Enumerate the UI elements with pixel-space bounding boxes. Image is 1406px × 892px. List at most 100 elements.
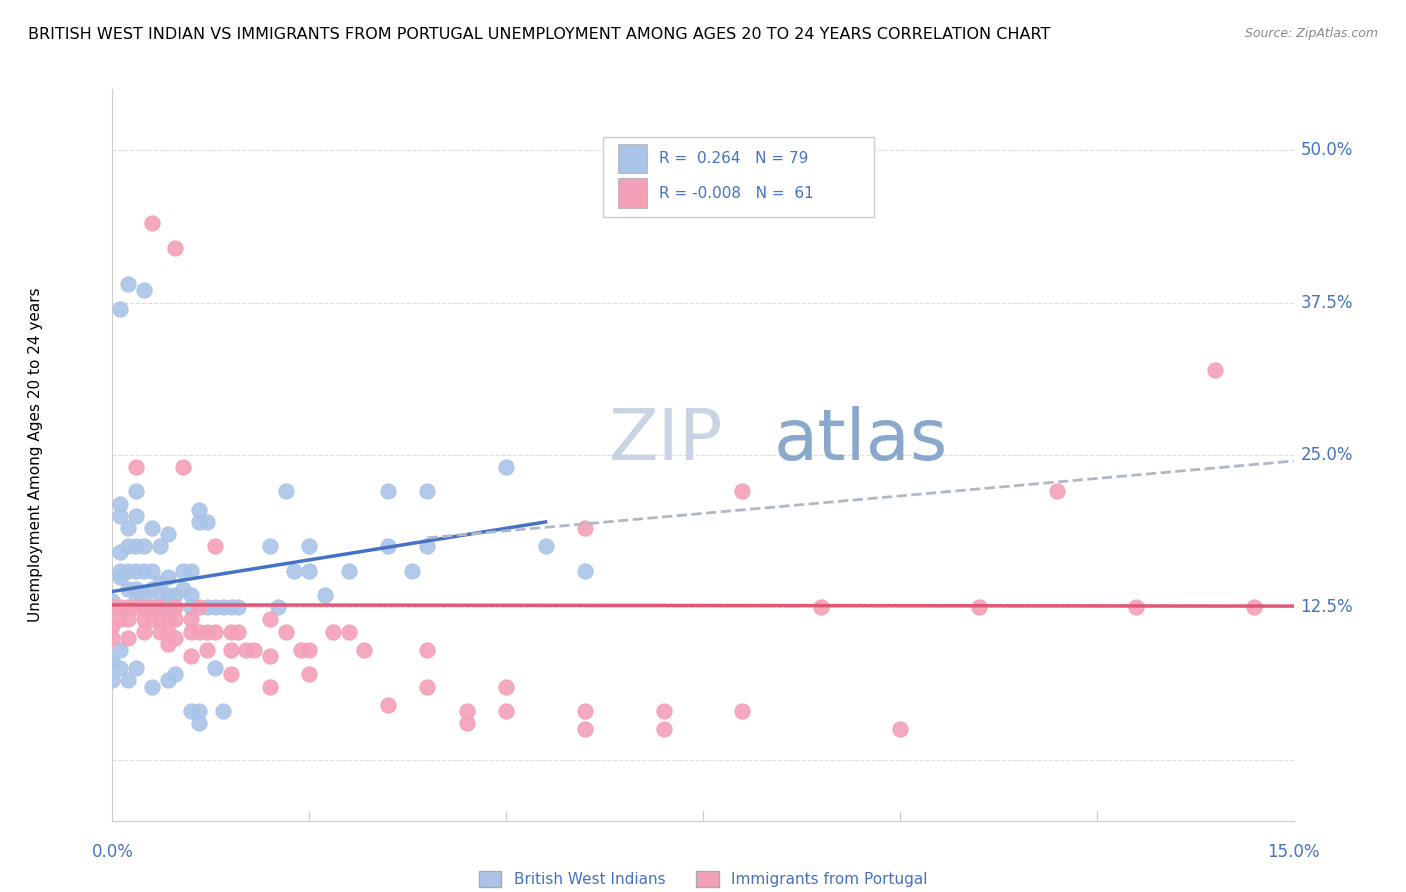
Point <box>456 704 478 718</box>
Text: R = -0.008   N =  61: R = -0.008 N = 61 <box>659 186 814 201</box>
Point <box>377 484 399 499</box>
Point <box>110 661 132 675</box>
Point <box>259 680 281 694</box>
Point <box>149 624 172 639</box>
Point <box>259 539 281 553</box>
Point <box>132 539 155 553</box>
Point <box>117 564 139 578</box>
Point <box>204 600 226 615</box>
Point <box>204 539 226 553</box>
Point <box>259 613 281 627</box>
Text: BRITISH WEST INDIAN VS IMMIGRANTS FROM PORTUGAL UNEMPLOYMENT AMONG AGES 20 TO 24: BRITISH WEST INDIAN VS IMMIGRANTS FROM P… <box>28 27 1050 42</box>
Point <box>101 673 124 688</box>
Point <box>574 723 596 737</box>
Point <box>132 624 155 639</box>
Point <box>165 600 187 615</box>
Point <box>314 588 336 602</box>
Point <box>180 649 202 664</box>
FancyBboxPatch shape <box>603 136 875 218</box>
Point <box>172 460 194 475</box>
Point <box>117 539 139 553</box>
Point <box>156 588 179 602</box>
Point <box>165 631 187 645</box>
Point <box>156 613 179 627</box>
Point <box>1125 600 1147 615</box>
Point <box>156 527 179 541</box>
Point <box>165 600 187 615</box>
Point <box>110 508 132 523</box>
Point <box>110 564 132 578</box>
Point <box>180 613 202 627</box>
Point <box>290 643 312 657</box>
Point <box>322 624 344 639</box>
Point <box>1204 362 1226 376</box>
Point <box>204 661 226 675</box>
Point <box>110 497 132 511</box>
Point <box>195 600 218 615</box>
Point <box>456 716 478 731</box>
Point <box>204 624 226 639</box>
Point <box>188 704 211 718</box>
Point <box>165 613 187 627</box>
Point <box>149 588 172 602</box>
Point <box>156 570 179 584</box>
Point <box>125 508 148 523</box>
Point <box>1243 600 1265 615</box>
Point <box>195 624 218 639</box>
Point <box>188 716 211 731</box>
Point <box>337 624 360 639</box>
Point <box>149 613 172 627</box>
Point <box>172 564 194 578</box>
Point <box>132 600 155 615</box>
Point <box>574 564 596 578</box>
Point <box>125 600 148 615</box>
Point <box>117 631 139 645</box>
Point <box>125 539 148 553</box>
Point <box>132 284 155 298</box>
Text: Source: ZipAtlas.com: Source: ZipAtlas.com <box>1244 27 1378 40</box>
Point <box>180 624 202 639</box>
Point <box>156 624 179 639</box>
Point <box>188 515 211 529</box>
Point <box>298 564 321 578</box>
Point <box>534 539 557 553</box>
Point <box>416 643 439 657</box>
Point <box>125 582 148 596</box>
Point <box>377 698 399 712</box>
Point <box>211 600 233 615</box>
Point <box>337 564 360 578</box>
Point <box>141 600 163 615</box>
Point <box>101 655 124 669</box>
Point <box>101 618 124 632</box>
Point <box>195 643 218 657</box>
Point <box>132 613 155 627</box>
Point <box>219 600 242 615</box>
Point <box>495 680 517 694</box>
Point <box>283 564 305 578</box>
Point <box>652 704 675 718</box>
Point <box>117 277 139 292</box>
Point <box>125 564 148 578</box>
Point <box>165 241 187 255</box>
Point <box>110 301 132 316</box>
Point <box>141 600 163 615</box>
Point <box>110 643 132 657</box>
Point <box>110 545 132 559</box>
Point <box>1046 484 1069 499</box>
Point <box>228 624 250 639</box>
Point <box>219 643 242 657</box>
Point <box>188 600 211 615</box>
Point <box>416 539 439 553</box>
Point <box>117 582 139 596</box>
Point <box>101 594 124 608</box>
Point <box>125 661 148 675</box>
Point <box>180 588 202 602</box>
Point <box>377 539 399 553</box>
Text: Unemployment Among Ages 20 to 24 years: Unemployment Among Ages 20 to 24 years <box>28 287 42 623</box>
Point <box>165 667 187 681</box>
Text: ZIP: ZIP <box>609 406 723 475</box>
Text: 25.0%: 25.0% <box>1301 446 1353 464</box>
Point <box>652 723 675 737</box>
Point <box>125 484 148 499</box>
Point <box>101 600 124 615</box>
